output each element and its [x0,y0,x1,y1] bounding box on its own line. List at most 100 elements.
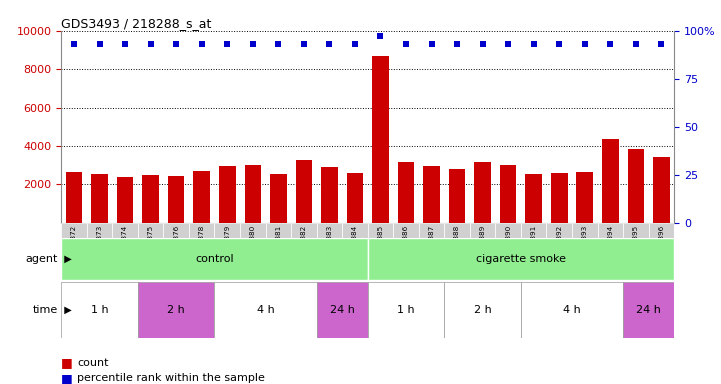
Bar [219,166,236,223]
Bar [526,174,542,223]
Bar [627,149,644,223]
Text: GSM270874: GSM270874 [122,225,128,269]
Text: 24 h: 24 h [636,305,661,315]
Point [298,41,309,47]
Text: GSM270888: GSM270888 [454,225,460,269]
Text: GSM270876: GSM270876 [173,225,180,269]
Text: ▶: ▶ [58,254,71,264]
Text: time: time [32,305,58,315]
Bar [61,282,138,338]
Bar [602,139,619,223]
Text: GSM270886: GSM270886 [403,225,409,269]
Bar [419,223,444,238]
Bar [296,161,312,223]
Bar [393,223,419,238]
Text: GSM270885: GSM270885 [378,225,384,269]
Bar [66,172,82,223]
Bar [138,282,215,338]
Text: GSM270887: GSM270887 [428,225,435,269]
Bar [244,165,261,223]
Bar [142,175,159,223]
Text: 4 h: 4 h [563,305,581,315]
Text: GSM270896: GSM270896 [658,225,664,269]
Text: GSM270875: GSM270875 [148,225,154,269]
Point [451,41,463,47]
Text: 4 h: 4 h [257,305,275,315]
Point [196,41,208,47]
Bar [448,169,465,223]
Bar [61,238,368,280]
Text: control: control [195,254,234,264]
Bar [193,171,210,223]
Text: GSM270879: GSM270879 [224,225,230,269]
Text: 24 h: 24 h [329,305,355,315]
Bar [649,223,674,238]
Bar [61,223,87,238]
Text: GSM270893: GSM270893 [582,225,588,269]
Text: ■: ■ [61,356,73,369]
Bar [444,282,521,338]
Text: GSM270881: GSM270881 [275,225,281,269]
Point [503,41,514,47]
Bar [474,162,491,223]
Text: GSM270882: GSM270882 [301,225,307,269]
Text: GSM270895: GSM270895 [633,225,639,269]
Bar [317,282,368,338]
Bar [240,223,265,238]
Bar [653,157,670,223]
Bar [398,162,415,223]
Point [273,41,284,47]
Bar [623,282,674,338]
Bar [521,223,547,238]
Point [94,41,105,47]
Text: count: count [77,358,109,368]
Point [400,41,412,47]
Bar [321,167,337,223]
Text: 2 h: 2 h [167,305,185,315]
Text: ▶: ▶ [58,305,71,315]
Text: GSM270873: GSM270873 [97,225,102,269]
Bar [215,282,317,338]
Point [68,41,80,47]
Text: GSM270880: GSM270880 [249,225,256,269]
Bar [547,223,572,238]
Bar [495,223,521,238]
Point [426,41,438,47]
Text: GSM270894: GSM270894 [607,225,614,269]
Point [477,41,488,47]
Text: percentile rank within the sample: percentile rank within the sample [77,373,265,383]
Text: GSM270889: GSM270889 [479,225,486,269]
Point [554,41,565,47]
Bar [423,166,440,223]
Text: ■: ■ [61,372,73,384]
Bar [87,223,112,238]
Text: GSM270892: GSM270892 [556,225,562,269]
Bar [521,282,623,338]
Point [145,41,156,47]
Bar [368,282,444,338]
Point [655,41,667,47]
Text: 2 h: 2 h [474,305,492,315]
Bar [444,223,470,238]
Point [170,41,182,47]
Bar [372,56,389,223]
Point [349,41,360,47]
Bar [270,174,287,223]
Bar [470,223,495,238]
Bar [572,223,598,238]
Point [630,41,642,47]
Bar [215,223,240,238]
Bar [117,177,133,223]
Bar [168,176,185,223]
Bar [623,223,649,238]
Point [528,41,539,47]
Bar [577,172,593,223]
Text: 1 h: 1 h [91,305,108,315]
Bar [265,223,291,238]
Bar [368,238,674,280]
Text: 1 h: 1 h [397,305,415,315]
Bar [368,223,393,238]
Text: GSM270872: GSM270872 [71,225,77,269]
Point [579,41,590,47]
Point [324,41,335,47]
